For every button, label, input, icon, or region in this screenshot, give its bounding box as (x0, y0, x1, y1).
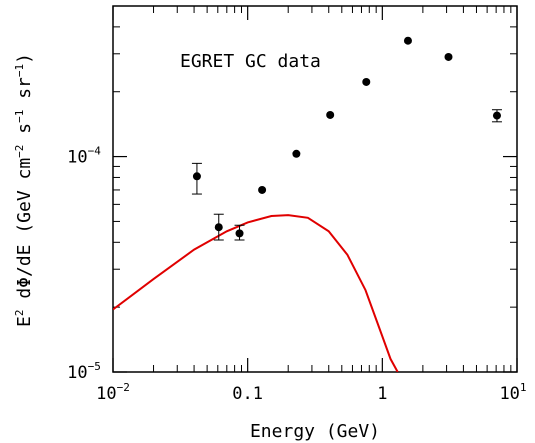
x-tick-label: 0.1 (232, 384, 263, 404)
data-point-marker (403, 36, 412, 45)
y-label-mid: dΦ/dE (GeV cm (14, 158, 35, 310)
data-point (292, 149, 301, 158)
data-point-marker (258, 185, 267, 194)
data-point-marker (362, 77, 371, 86)
x-tick-label: 1 (377, 384, 387, 404)
y-tick-label: 10−4 (67, 145, 101, 168)
model-line-group (113, 214, 399, 372)
data-point (491, 109, 502, 123)
data-point-marker (326, 110, 335, 119)
data-point-marker (214, 223, 223, 232)
data-point-marker (444, 52, 453, 61)
data-point (191, 162, 202, 195)
x-tick-label: 10−2 (96, 381, 130, 404)
y-axis-label: E2 dΦ/dE (GeV cm−2 s−1 sr−1) (13, 53, 35, 327)
y-label-end: ) (14, 53, 35, 64)
y-label-sup: 2 (13, 310, 26, 317)
data-point (213, 213, 224, 241)
x-tick-label: 101 (499, 381, 526, 404)
data-point (234, 224, 245, 241)
data-point-marker (492, 111, 501, 120)
data-point (403, 36, 412, 45)
major-ticks (112, 6, 518, 373)
chart-annotation: EGRET GC data (180, 51, 321, 72)
y-label-main: E (14, 316, 35, 327)
y-label-mid3: sr (14, 77, 35, 110)
data-point (444, 52, 453, 61)
data-point-marker (192, 172, 201, 181)
tick-labels: 10−2 0.1 1 101 10−5 10−4 (67, 145, 526, 404)
data-point (258, 185, 267, 194)
plot-frame (112, 5, 518, 373)
minor-ticks (113, 6, 517, 372)
model-curve (113, 214, 399, 372)
data-point-marker (235, 229, 244, 238)
data-points-group (191, 36, 502, 241)
y-label-mid2: s (14, 123, 35, 145)
plot-area (112, 5, 518, 373)
y-label-sup3: −1 (13, 64, 26, 77)
y-label-sup1: −2 (13, 145, 26, 158)
data-point (326, 110, 335, 119)
y-label-sup2: −1 (13, 110, 26, 123)
data-point-marker (292, 149, 301, 158)
x-axis-label: Energy (GeV) (250, 421, 380, 442)
data-point (362, 77, 371, 86)
y-tick-label: 10−5 (67, 360, 101, 383)
